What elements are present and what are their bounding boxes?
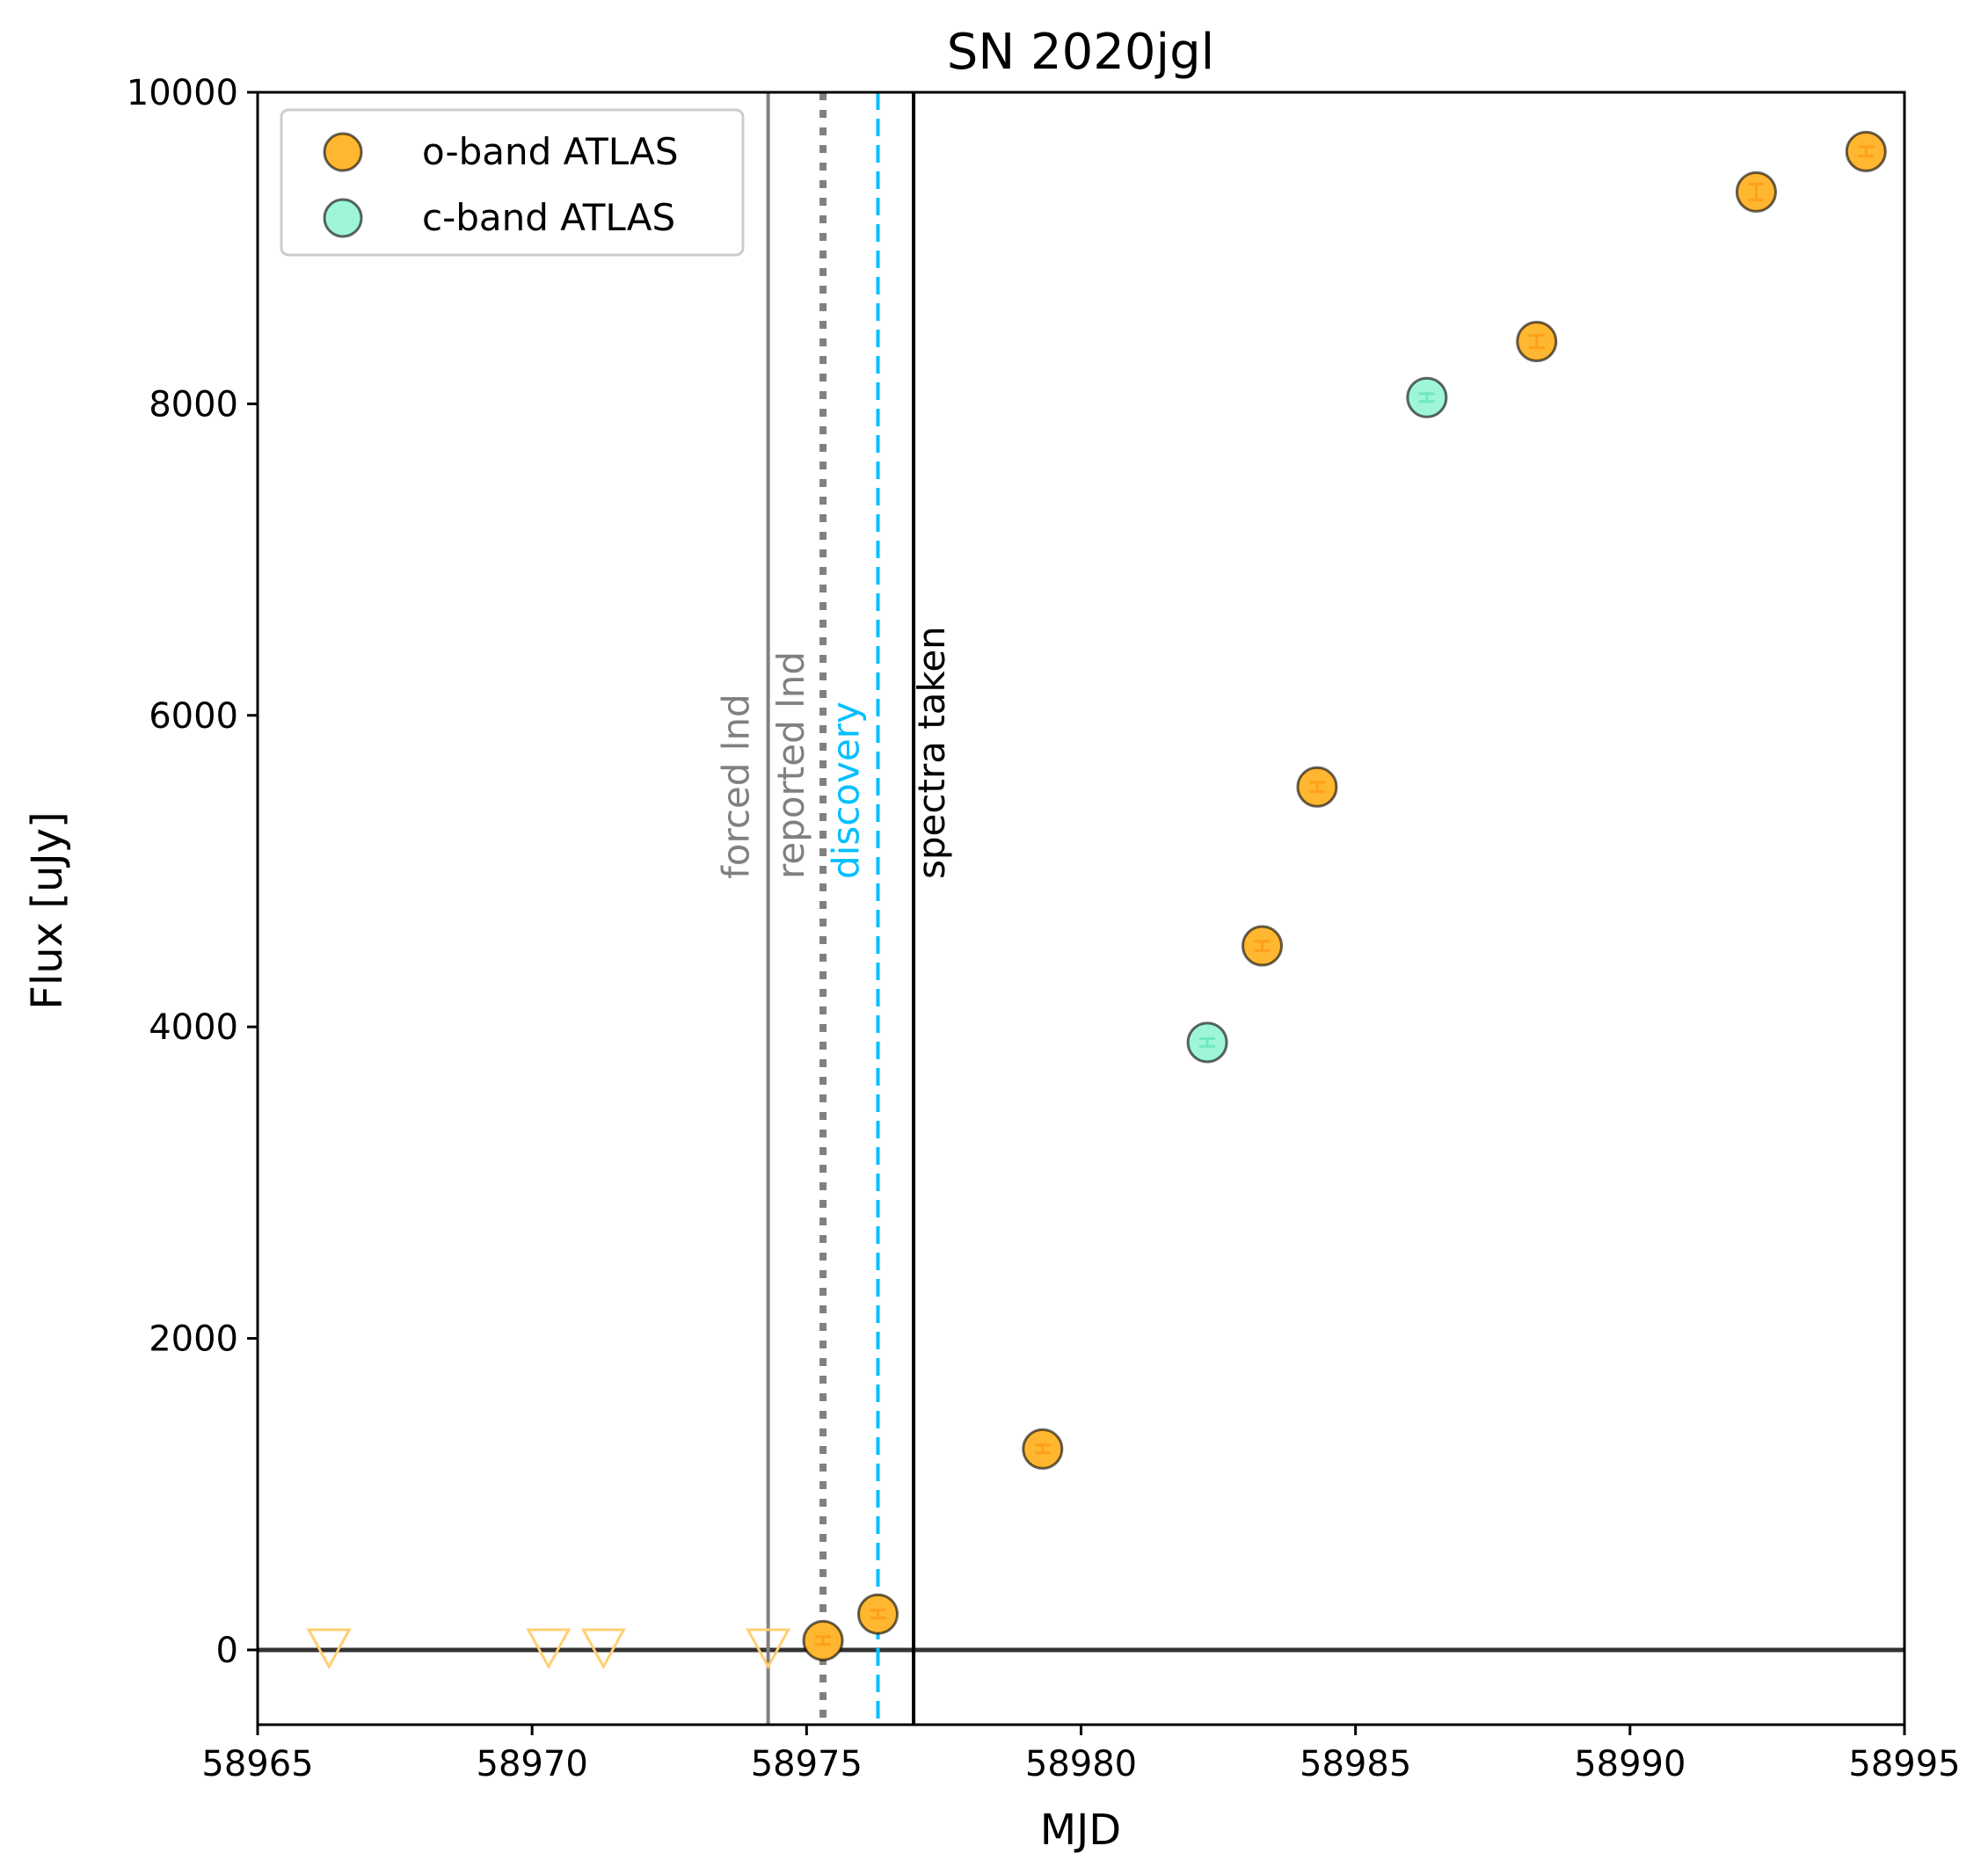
y-tick-label: 0 <box>216 1631 238 1671</box>
chart-title: SN 2020jgl <box>947 24 1214 81</box>
plot-inner <box>258 92 1904 1725</box>
legend-marker-c-band <box>323 198 363 238</box>
plot-area: forced lnd reported lnd discovery spectra t… <box>127 73 1961 1784</box>
legend-marker-o-band <box>323 132 363 172</box>
vline-label-discovery: discovery <box>824 701 867 879</box>
x-axis-title: MJD <box>1040 1806 1122 1855</box>
legend-label-c-band: c-band ATLAS <box>422 196 675 239</box>
x-tick-label: 58995 <box>1848 1744 1960 1784</box>
upper-limit-marker <box>580 1628 626 1670</box>
vline-label-spectra-taken: spectra taken <box>910 626 953 879</box>
upper-limit-marker <box>306 1628 352 1670</box>
y-tick-label: 6000 <box>149 696 238 737</box>
y-axis-title: Flux [uJy] <box>23 811 72 1009</box>
x-tick-label: 58990 <box>1574 1744 1686 1784</box>
legend: o-band ATLAS c-band ATLAS <box>280 108 745 257</box>
upper-limit-marker <box>526 1628 572 1670</box>
x-tick-label: 58970 <box>477 1744 588 1784</box>
legend-box <box>280 108 745 257</box>
y-tick-label: 2000 <box>149 1319 238 1360</box>
y-tick-label: 4000 <box>149 1007 238 1048</box>
y-tick-label: 8000 <box>149 384 238 425</box>
y-tick-label: 10000 <box>127 73 238 113</box>
legend-label-o-band: o-band ATLAS <box>422 130 679 173</box>
vline-label-forced-lnd: forced lnd <box>715 694 758 879</box>
x-tick-label: 58965 <box>201 1744 313 1784</box>
x-tick-label: 58980 <box>1025 1744 1137 1784</box>
x-tick-label: 58985 <box>1300 1744 1411 1784</box>
upper-limit-marker <box>746 1628 791 1670</box>
vline-label-reported-lnd: reported lnd <box>769 651 812 879</box>
x-tick-label: 58975 <box>751 1744 863 1784</box>
